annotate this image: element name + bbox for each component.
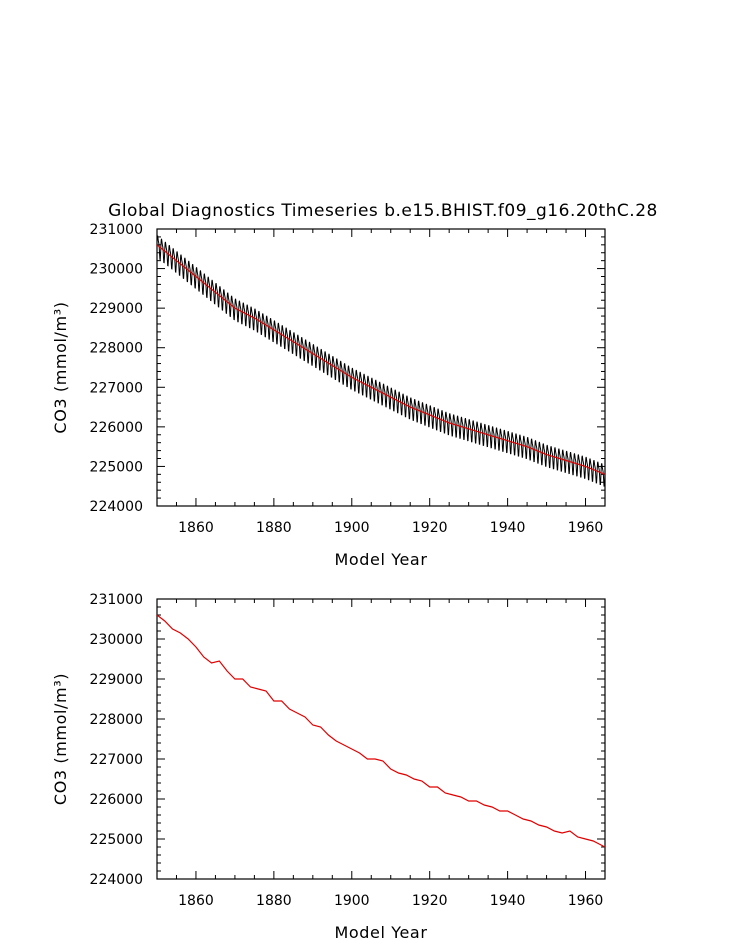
y-tick-label: 225000: [90, 832, 143, 848]
y-tick-label: 224000: [90, 872, 143, 888]
x-tick-label: 1880: [256, 893, 292, 909]
x-tick-label: 1900: [334, 520, 370, 536]
x-tick-label: 1940: [490, 520, 526, 536]
bottom-plot-panel: 1860 1880 1900 1920 1940 1960 224000 225000 2260…: [51, 592, 606, 942]
annual-mean-series-line: [157, 614, 605, 848]
x-axis-label: Model Year: [335, 550, 428, 569]
x-tick-label: 1920: [412, 893, 448, 909]
y-axis-label: CO3 (mmol/m³): [51, 673, 70, 805]
y-tick-label: 230000: [90, 632, 143, 648]
monthly-series-line: [157, 235, 605, 487]
plot-frame: [156, 228, 606, 507]
y-tick-label: 224000: [90, 499, 143, 515]
y-tick-label: 225000: [90, 459, 143, 475]
y-tick-label: 228000: [90, 712, 143, 728]
y-tick-label: 226000: [90, 420, 143, 436]
y-tick-label: 231000: [90, 222, 143, 238]
x-tick-label: 1940: [490, 893, 526, 909]
y-tick-label: 230000: [90, 262, 143, 278]
top-plot-panel: 1860 1880 1900 1920 1940 1960 224000 225000 2260…: [51, 222, 606, 569]
y-axis-label: CO3 (mmol/m³): [51, 301, 70, 433]
x-tick-label: 1860: [178, 520, 214, 536]
y-tick-label: 231000: [90, 592, 143, 608]
x-tick-label: 1960: [568, 893, 604, 909]
y-tick-label: 229000: [90, 301, 143, 317]
x-tick-label: 1880: [256, 520, 292, 536]
x-tick-label: 1900: [334, 893, 370, 909]
x-tick-label: 1860: [178, 893, 214, 909]
y-tick-label: 228000: [90, 341, 143, 357]
y-tick-label: 229000: [90, 672, 143, 688]
annual-mean-series-line: [157, 244, 605, 475]
chart-title: Global Diagnostics Timeseries b.e15.BHIS…: [108, 201, 658, 221]
y-tick-label: 227000: [90, 752, 143, 768]
y-tick-label: 226000: [90, 792, 143, 808]
plot-frame: [156, 598, 606, 880]
x-tick-label: 1960: [568, 520, 604, 536]
x-tick-label: 1920: [412, 520, 448, 536]
x-axis-label: Model Year: [335, 923, 428, 942]
y-tick-label: 227000: [90, 380, 143, 396]
